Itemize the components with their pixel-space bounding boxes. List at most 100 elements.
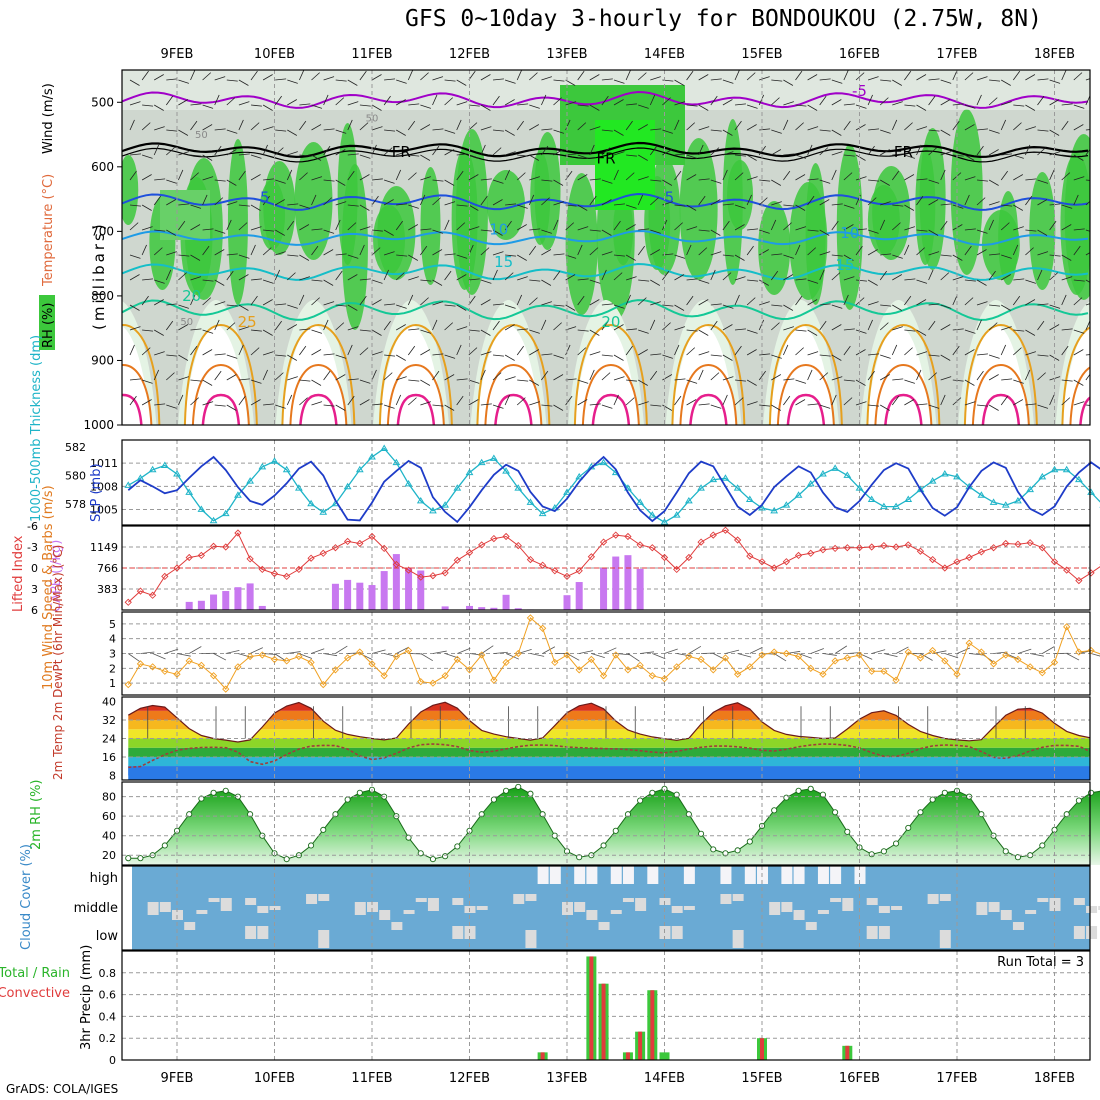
precip-conv-bar xyxy=(638,1031,643,1060)
wind-barb xyxy=(432,197,441,206)
contour-label: 50 xyxy=(180,317,193,328)
precip-total-bar xyxy=(659,1052,670,1060)
wind-barb xyxy=(867,94,873,106)
cloud-clear-gap xyxy=(159,902,171,912)
wind-barb xyxy=(371,403,383,406)
wind-barb xyxy=(904,278,916,281)
wind-barb xyxy=(178,79,189,84)
wind-barb xyxy=(831,272,841,281)
lifted-index-point xyxy=(989,544,998,552)
wind-barb xyxy=(759,249,769,256)
wind-barb xyxy=(335,253,347,256)
wind-barb xyxy=(952,328,964,331)
wind10m-point xyxy=(478,651,486,659)
wind-barb xyxy=(456,170,464,181)
wind-barb xyxy=(516,294,523,306)
wind-barb xyxy=(1025,144,1031,156)
wind-barb xyxy=(226,97,236,106)
wind-barb xyxy=(674,274,685,281)
lifted-index-point xyxy=(356,539,364,548)
wind-barb xyxy=(637,245,645,256)
wind-barb xyxy=(940,99,951,106)
wind10m-barb xyxy=(335,645,348,654)
wind-barb xyxy=(928,229,939,236)
wind-barb xyxy=(819,404,831,409)
wind-barb xyxy=(529,124,540,131)
wind-barb xyxy=(771,304,783,307)
wind-barb xyxy=(892,274,903,281)
wind-barb xyxy=(674,304,685,311)
thickness-point xyxy=(221,509,230,517)
wind-barb xyxy=(383,269,389,281)
wind-barb xyxy=(722,203,734,206)
wind-barb xyxy=(880,374,890,381)
wind-barb xyxy=(492,95,500,106)
precip-tick-label: 0.2 xyxy=(99,1032,117,1045)
wind-barb xyxy=(625,254,636,261)
rh-green-core xyxy=(122,155,139,225)
wind-barb xyxy=(178,129,189,136)
wind-barb xyxy=(141,154,153,159)
thickness-point xyxy=(806,479,815,487)
wind-barb xyxy=(698,126,710,131)
isotherm-30 xyxy=(874,363,933,425)
wind-barb xyxy=(492,354,504,357)
thickness-point xyxy=(429,506,437,514)
wind-barb xyxy=(517,379,529,382)
rh2m-point xyxy=(905,824,912,831)
lifted-index-point xyxy=(136,587,145,595)
cloud-clear-gap xyxy=(866,926,878,939)
rh2m-point xyxy=(539,811,546,818)
wind-barb xyxy=(541,76,552,81)
lifted-index-point xyxy=(599,538,608,546)
wind-barb xyxy=(698,195,706,206)
wind-barb xyxy=(783,395,791,406)
wind-barb xyxy=(226,201,238,206)
wind-barb xyxy=(541,179,553,182)
precip-legend-total: Total / Rain xyxy=(0,966,70,981)
wind-barb xyxy=(190,294,196,306)
wind-barb xyxy=(129,101,141,106)
lifted-index-point xyxy=(392,560,401,569)
wind-barb xyxy=(1037,129,1049,132)
rh2m-point xyxy=(880,848,887,855)
wind-barb xyxy=(408,276,419,281)
lifted-index-point xyxy=(660,553,669,562)
wind-barb xyxy=(141,226,153,231)
contour-label: 15 xyxy=(494,253,513,271)
wind-barb xyxy=(964,297,974,306)
wind-barb xyxy=(976,353,988,356)
wind-barb xyxy=(528,245,537,256)
wind-barb xyxy=(988,129,1000,134)
thickness-point xyxy=(940,470,949,477)
wind10m-point xyxy=(624,666,632,674)
date-label-top: 14FEB xyxy=(644,47,685,62)
wind-barb xyxy=(1073,329,1085,334)
cloud-clear-gap xyxy=(891,906,903,910)
lifted-index-point xyxy=(514,541,522,550)
wind-barb xyxy=(964,379,975,386)
cross-section-fill xyxy=(122,70,1090,425)
wind-barb xyxy=(988,201,1000,206)
rh-label: RH (%) xyxy=(41,303,56,348)
wind-barb xyxy=(553,79,565,82)
thickness-point xyxy=(721,474,730,481)
wind-barb xyxy=(262,279,274,284)
wind-barb xyxy=(359,244,365,256)
wind-barb xyxy=(1049,151,1061,156)
wind-barb xyxy=(589,329,600,336)
wind-barb xyxy=(892,153,904,156)
wind-barb xyxy=(698,329,709,336)
pressure-tick-label: 700 xyxy=(91,224,114,238)
thickness-point xyxy=(819,470,827,477)
isotherm-25 xyxy=(1061,326,1090,425)
wind-barb xyxy=(1013,122,1022,131)
wind-barb xyxy=(916,104,927,111)
wind-barb xyxy=(940,129,951,136)
wind-barb xyxy=(468,226,480,231)
wind-barb xyxy=(795,399,806,406)
wind-barb xyxy=(613,304,625,309)
wind-barb xyxy=(1049,79,1061,84)
wind-barb xyxy=(940,272,950,281)
lifted-index-point xyxy=(624,532,632,541)
